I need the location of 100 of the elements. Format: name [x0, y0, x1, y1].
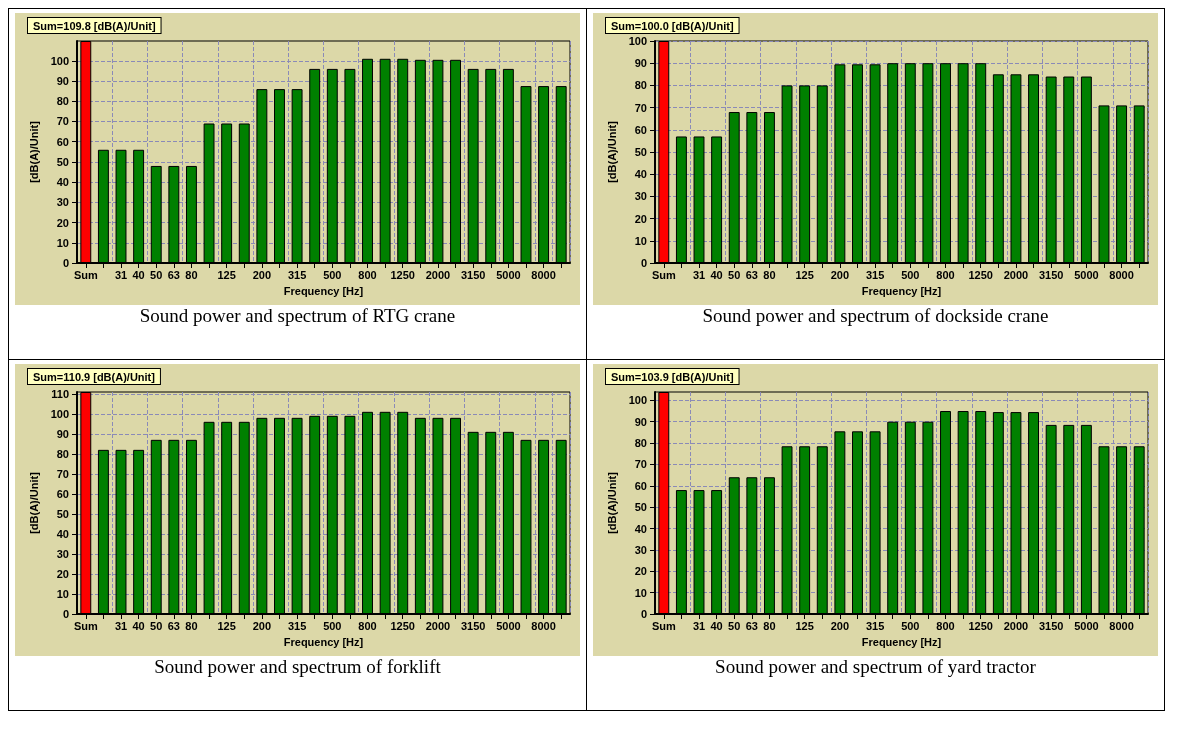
y-tick-label: 10: [56, 236, 69, 249]
x-tick-label: 63: [167, 268, 180, 281]
x-tick-label: Sum: [651, 268, 676, 281]
x-tick-label: 50: [728, 268, 741, 281]
x-tick-label: 8000: [531, 619, 556, 632]
text: Sum=109.8 [dB(A)/Unit]: [33, 19, 156, 32]
y-tick-label: 50: [634, 146, 647, 158]
x-tick-label: 80: [185, 619, 198, 632]
y-tick-label: 60: [634, 479, 647, 492]
x-tick-label: 40: [132, 268, 145, 281]
y-tick-label: 100: [50, 54, 69, 67]
x-tick-label: 50: [150, 619, 163, 632]
y-tick-label: 30: [634, 190, 647, 203]
x-tick-label: 315: [865, 268, 885, 281]
y-tick-label: 40: [56, 527, 69, 540]
text: Sum=100.0 [dB(A)/Unit]: [611, 19, 734, 32]
x-tick-label: 63: [167, 619, 180, 632]
y-tick-label: 70: [56, 467, 69, 480]
text: Sum=103.9 [dB(A)/Unit]: [611, 370, 734, 383]
x-tick-label: 5000: [1074, 268, 1099, 281]
x-tick-label: 800: [936, 268, 955, 281]
x-tick-label: 8000: [1109, 268, 1134, 281]
x-tick-label: 315: [287, 268, 307, 281]
x-tick-label: 40: [710, 268, 723, 281]
x-tick-label: 40: [710, 619, 723, 632]
y-tick-label: 20: [56, 567, 69, 580]
x-tick-label: 1250: [968, 268, 993, 281]
x-tick-label: Sum: [73, 619, 98, 632]
y-tick-label: 50: [56, 155, 69, 168]
y-tick-label: 10: [56, 587, 69, 600]
y-tick-label: 80: [56, 447, 69, 460]
text: Sound power and spectrum of forklift: [153, 656, 442, 679]
x-axis-title: Frequency [Hz]: [283, 635, 364, 648]
y-tick-label: 30: [634, 543, 647, 556]
y-tick-label: 40: [634, 522, 647, 535]
x-tick-label: 50: [728, 619, 741, 632]
y-tick-label: 20: [634, 565, 647, 578]
y-tick-label: 90: [56, 427, 69, 440]
x-tick-label: 125: [795, 268, 814, 281]
x-tick-label: 125: [217, 268, 236, 281]
y-tick-label: 20: [634, 212, 647, 225]
x-tick-label: 5000: [496, 619, 521, 632]
x-tick-label: Sum: [651, 619, 676, 632]
x-tick-label: 8000: [1109, 619, 1134, 632]
x-tick-label: 31: [114, 619, 128, 632]
x-tick-label: 50: [150, 268, 163, 281]
x-tick-label: 315: [865, 619, 885, 632]
x-tick-label: 500: [901, 619, 920, 632]
y-tick-label: 0: [640, 257, 647, 269]
y-axis-title: [dB(A)/Unit]: [27, 471, 40, 534]
x-axis-title: Frequency [Hz]: [283, 284, 364, 297]
x-tick-label: 2000: [1003, 619, 1029, 632]
x-tick-label: 200: [830, 619, 850, 632]
x-tick-label: 800: [936, 619, 955, 632]
x-tick-label: Sum: [73, 268, 98, 281]
x-tick-label: 80: [185, 268, 198, 281]
x-tick-label: 800: [358, 619, 377, 632]
x-tick-label: 63: [745, 268, 758, 281]
y-tick-label: 100: [628, 394, 647, 407]
y-tick-label: 60: [56, 135, 69, 148]
x-tick-label: 1250: [390, 619, 415, 632]
x-tick-label: 1250: [390, 268, 415, 281]
y-tick-label: 110: [51, 387, 69, 400]
x-tick-label: 80: [763, 619, 776, 632]
y-tick-label: 60: [56, 487, 69, 500]
x-tick-label: 500: [323, 268, 342, 281]
x-tick-label: 31: [114, 268, 128, 281]
y-tick-label: 60: [634, 123, 647, 136]
y-tick-label: 0: [640, 608, 647, 620]
x-tick-label: 31: [692, 619, 706, 632]
x-tick-label: 200: [252, 619, 272, 632]
x-tick-label: 3150: [460, 619, 486, 632]
y-tick-label: 70: [634, 101, 647, 114]
x-tick-label: 500: [901, 268, 920, 281]
y-tick-label: 40: [56, 176, 69, 189]
x-tick-label: 500: [323, 619, 342, 632]
text: Sound power and spectrum of yard tractor: [714, 656, 1037, 679]
x-tick-label: 31: [692, 268, 706, 281]
y-axis-title: [dB(A)/Unit]: [605, 471, 618, 534]
x-tick-label: 2000: [425, 268, 451, 281]
y-axis-title: [dB(A)/Unit]: [27, 120, 40, 183]
y-tick-label: 10: [634, 586, 647, 599]
y-tick-label: 0: [62, 608, 69, 620]
x-tick-label: 2000: [1003, 268, 1029, 281]
x-tick-label: 800: [358, 268, 377, 281]
x-tick-label: 5000: [1074, 619, 1099, 632]
x-tick-label: 63: [745, 619, 758, 632]
y-tick-label: 70: [634, 458, 647, 471]
x-tick-label: 5000: [496, 268, 521, 281]
y-tick-label: 30: [56, 547, 69, 560]
y-axis-title: [dB(A)/Unit]: [605, 120, 618, 183]
y-tick-label: 80: [56, 95, 69, 108]
y-tick-label: 20: [56, 216, 69, 229]
x-tick-label: 8000: [531, 268, 556, 281]
y-tick-label: 100: [628, 35, 647, 47]
y-tick-label: 0: [62, 257, 69, 269]
x-tick-label: 125: [217, 619, 236, 632]
x-tick-label: 80: [763, 268, 776, 281]
y-tick-label: 40: [634, 168, 647, 181]
x-tick-label: 3150: [460, 268, 486, 281]
